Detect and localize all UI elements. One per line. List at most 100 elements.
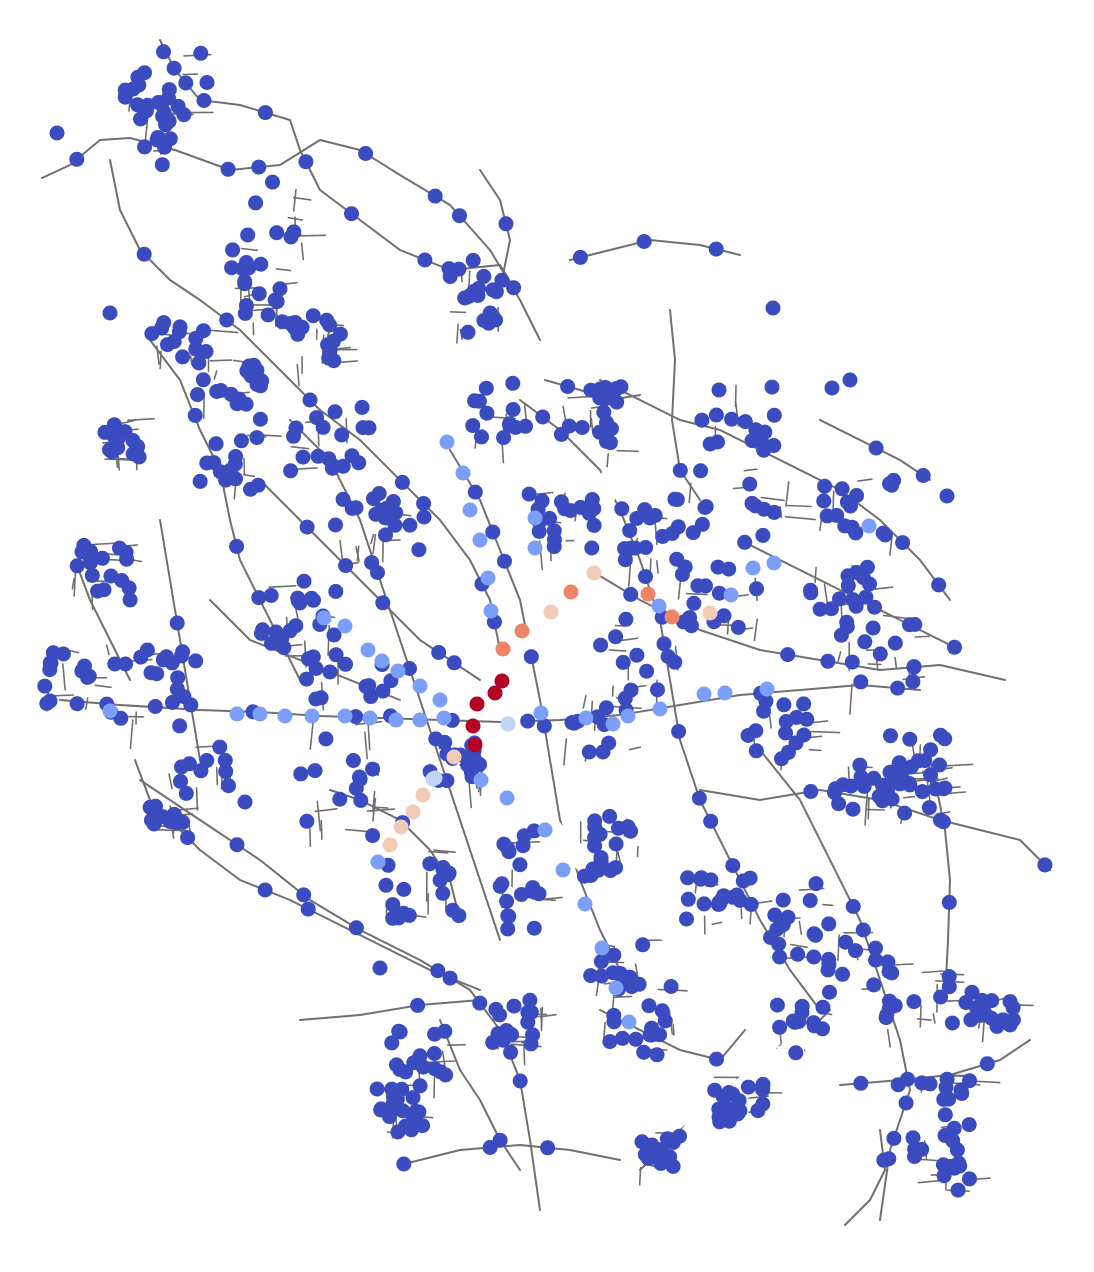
measurement-point	[895, 761, 911, 777]
measurement-point	[941, 1091, 957, 1107]
measurement-point	[513, 887, 529, 902]
measurement-point	[183, 697, 199, 713]
measurement-point	[560, 379, 576, 394]
measurement-point	[593, 637, 609, 653]
measurement-point	[772, 1019, 788, 1035]
measurement-point	[451, 261, 467, 277]
measurement-point	[209, 384, 225, 399]
street-segment	[309, 721, 314, 750]
street-segment	[156, 345, 160, 365]
street-segment	[808, 748, 822, 752]
measurement-point	[902, 777, 918, 793]
measurement-point	[654, 1003, 670, 1019]
measurement-point	[921, 800, 937, 816]
measurement-point	[680, 891, 696, 907]
measurement-point	[253, 378, 269, 394]
measurement-point	[890, 680, 906, 696]
measurement-point	[622, 523, 638, 539]
measurement-point	[485, 524, 501, 540]
measurement-point	[384, 1035, 400, 1051]
measurement-point	[679, 911, 694, 927]
measurement-point	[512, 1073, 528, 1089]
measurement-point	[838, 934, 854, 950]
street-segment	[314, 807, 338, 813]
measurement-point	[535, 409, 551, 425]
measurement-point	[427, 770, 443, 786]
street-segment	[934, 777, 949, 782]
measurement-point	[385, 494, 401, 509]
measurement-point	[506, 998, 522, 1014]
measurement-point	[839, 614, 855, 630]
measurement-point	[586, 565, 602, 581]
measurement-point	[845, 899, 861, 914]
measurement-point	[822, 984, 837, 1000]
measurement-point	[442, 970, 458, 986]
measurement-point	[605, 716, 621, 732]
measurement-point	[820, 653, 836, 669]
measurement-point	[198, 344, 214, 359]
measurement-point	[703, 813, 719, 829]
street-segment	[786, 504, 813, 508]
measurement-point	[494, 876, 510, 892]
measurement-point	[693, 463, 709, 479]
measurement-point	[229, 538, 245, 554]
measurement-point	[766, 407, 782, 423]
street-segment	[743, 468, 758, 472]
measurement-point	[255, 622, 271, 638]
measurement-point	[685, 525, 701, 541]
measurement-point	[516, 828, 532, 844]
measurement-point	[497, 553, 512, 569]
measurement-point	[465, 718, 481, 734]
street-segment	[309, 828, 312, 848]
measurement-point	[249, 430, 265, 446]
street-segment	[120, 419, 135, 425]
measurement-point	[75, 662, 91, 678]
measurement-point	[531, 523, 547, 539]
measurement-point	[702, 605, 718, 621]
measurement-point	[353, 792, 369, 808]
road-segment	[159, 39, 516, 291]
street-segment	[300, 242, 305, 261]
measurement-point	[815, 999, 831, 1015]
street-segment	[837, 650, 842, 663]
measurement-point	[525, 1027, 541, 1043]
measurement-point	[438, 1067, 454, 1083]
measurement-point	[629, 647, 645, 663]
street-segment	[468, 778, 473, 809]
measurement-point	[499, 893, 515, 909]
measurement-point	[157, 139, 172, 155]
measurement-point	[740, 728, 756, 743]
measurement-point	[412, 712, 428, 728]
measurement-point	[462, 502, 478, 518]
measurement-point	[221, 778, 236, 794]
measurement-point	[737, 534, 753, 550]
measurement-point	[640, 586, 656, 602]
measurement-point	[392, 1062, 408, 1077]
road-segment	[41, 137, 541, 341]
street-segment	[894, 656, 898, 670]
measurement-point	[698, 499, 714, 515]
measurement-point	[748, 498, 763, 514]
measurement-point	[910, 753, 926, 769]
street-segment	[414, 914, 427, 918]
measurement-point	[410, 997, 426, 1013]
measurement-point	[393, 819, 409, 835]
measurement-point	[521, 486, 537, 502]
measurement-point	[375, 683, 391, 699]
measurement-point	[844, 654, 860, 670]
measurement-point	[690, 578, 706, 594]
measurement-point	[391, 910, 407, 926]
street-segment	[366, 808, 396, 812]
measurement-point	[711, 894, 727, 910]
measurement-point	[180, 830, 196, 846]
measurement-point	[344, 206, 359, 222]
measurement-point	[740, 1079, 756, 1095]
measurement-point	[523, 649, 539, 665]
measurement-point	[500, 921, 516, 937]
measurement-point	[460, 324, 476, 340]
measurement-point	[883, 728, 898, 744]
street-segment	[168, 773, 173, 790]
measurement-point	[260, 307, 276, 323]
measurement-point	[451, 908, 467, 924]
measurement-point	[178, 785, 194, 801]
